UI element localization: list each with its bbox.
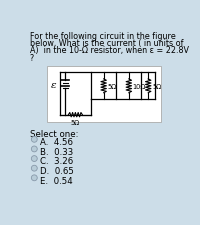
Text: ?: ? bbox=[30, 54, 34, 62]
Text: 5Ω: 5Ω bbox=[71, 119, 80, 125]
Text: C.  3.26: C. 3.26 bbox=[40, 157, 74, 166]
FancyBboxPatch shape bbox=[47, 67, 161, 122]
Text: For the following circuit in the figure: For the following circuit in the figure bbox=[30, 32, 175, 40]
Text: E.  0.54: E. 0.54 bbox=[40, 176, 73, 185]
Circle shape bbox=[31, 175, 37, 181]
Circle shape bbox=[31, 166, 37, 171]
Text: 10Ω: 10Ω bbox=[133, 83, 146, 89]
Text: Select one:: Select one: bbox=[30, 129, 78, 138]
Text: A.  4.56: A. 4.56 bbox=[40, 137, 74, 146]
Circle shape bbox=[31, 137, 37, 143]
Circle shape bbox=[31, 156, 37, 162]
Text: 5Ω: 5Ω bbox=[108, 83, 117, 89]
Text: ε: ε bbox=[51, 80, 57, 89]
Text: A)  in the 10-Ω resistor, when ε = 22.8V: A) in the 10-Ω resistor, when ε = 22.8V bbox=[30, 46, 189, 55]
Text: below, What is the current ( in units of: below, What is the current ( in units of bbox=[30, 39, 183, 48]
Circle shape bbox=[31, 146, 37, 152]
Text: B.  0.33: B. 0.33 bbox=[40, 147, 74, 156]
Text: 5Ω: 5Ω bbox=[152, 83, 161, 89]
Text: D.  0.65: D. 0.65 bbox=[40, 166, 74, 175]
